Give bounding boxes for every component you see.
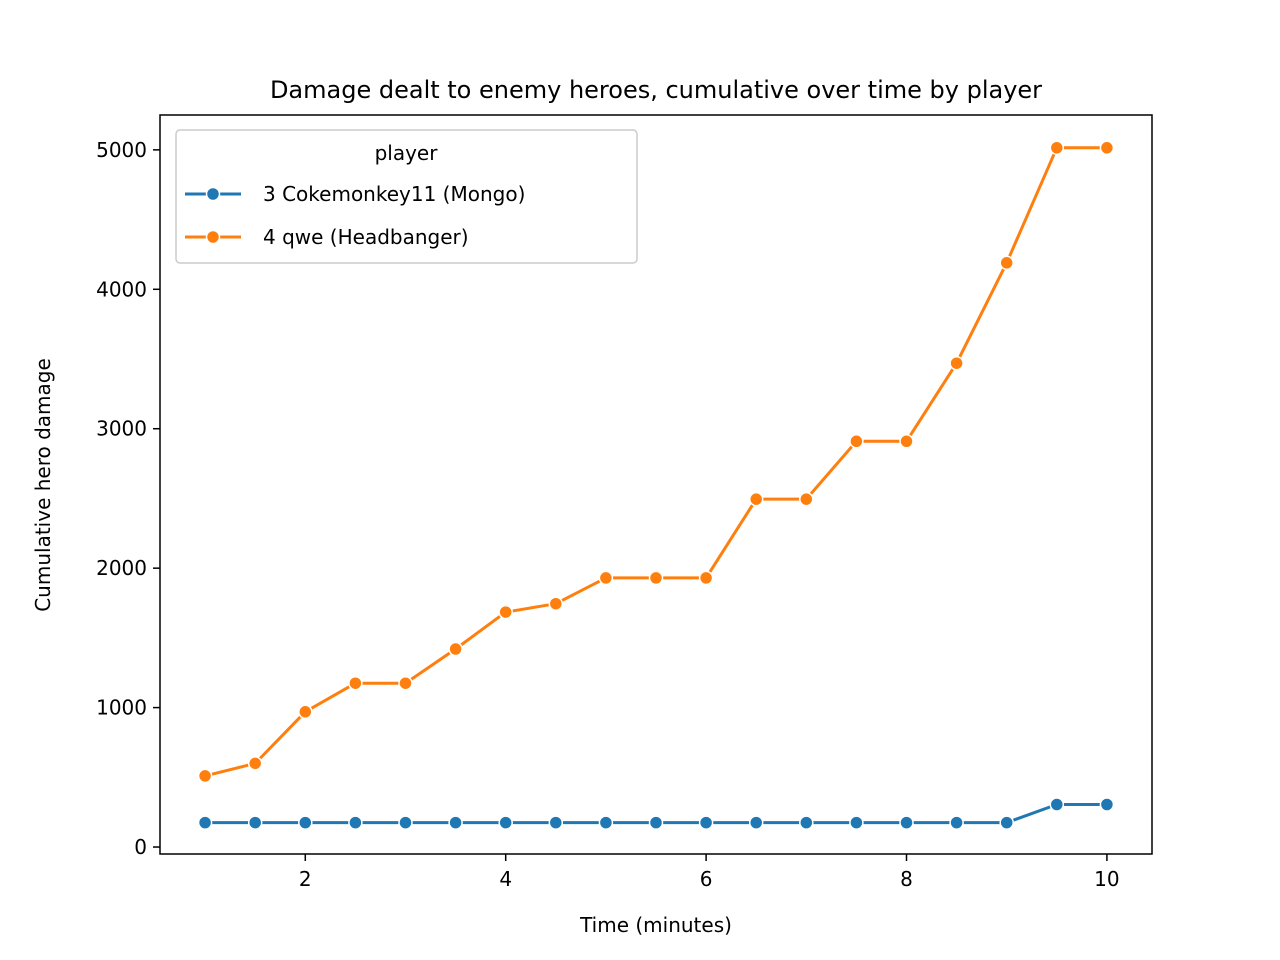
x-tick-label: 8 xyxy=(900,867,913,891)
data-point xyxy=(548,815,564,830)
series-layer xyxy=(197,140,1115,830)
x-tick-label: 4 xyxy=(499,867,512,891)
data-point xyxy=(849,434,864,449)
data-point xyxy=(999,815,1014,830)
x-tick-label: 10 xyxy=(1094,867,1119,891)
data-point xyxy=(498,604,513,620)
data-point xyxy=(799,815,814,830)
legend-label: 4 qwe (Headbanger) xyxy=(263,225,469,249)
data-point xyxy=(648,815,664,830)
data-point xyxy=(348,815,363,830)
data-point xyxy=(398,815,413,830)
data-point xyxy=(1049,140,1065,156)
y-tick-label: 5000 xyxy=(96,138,147,162)
data-point xyxy=(247,815,263,830)
x-axis: 2 4 6 8 10 xyxy=(299,854,1120,891)
data-point xyxy=(548,596,564,611)
y-tick-label: 1000 xyxy=(96,696,147,720)
series-2 xyxy=(197,140,1115,784)
data-point xyxy=(748,815,764,830)
data-point xyxy=(748,491,764,507)
data-point xyxy=(949,815,964,830)
y-tick-label: 0 xyxy=(134,835,147,859)
data-point xyxy=(1049,797,1065,812)
data-point xyxy=(949,355,964,371)
data-point xyxy=(398,675,413,691)
data-point xyxy=(197,768,213,784)
x-tick-label: 2 xyxy=(299,867,312,891)
data-point xyxy=(799,491,814,507)
legend-marker xyxy=(205,186,221,202)
plot-area xyxy=(159,114,1153,855)
series-1 xyxy=(197,797,1115,830)
y-tick-label: 4000 xyxy=(96,277,147,301)
data-point xyxy=(247,756,263,771)
y-axis-label: Cumulative hero damage xyxy=(31,358,55,612)
data-point xyxy=(598,815,614,830)
data-point xyxy=(298,815,313,830)
data-point xyxy=(899,434,914,449)
data-point xyxy=(197,815,213,830)
data-point xyxy=(448,641,463,657)
data-point xyxy=(849,815,864,830)
data-point xyxy=(698,570,714,586)
legend: player 3 Cokemonkey11 (Mongo) 4 qwe (Head… xyxy=(175,129,638,264)
data-point xyxy=(648,570,664,586)
data-point xyxy=(298,704,313,720)
data-point xyxy=(1099,140,1115,156)
data-point xyxy=(448,815,463,830)
data-point xyxy=(1099,797,1115,812)
y-tick-label: 3000 xyxy=(96,417,147,441)
x-tick-label: 6 xyxy=(700,867,713,891)
y-tick-label: 2000 xyxy=(96,556,147,580)
data-point xyxy=(899,815,914,830)
legend-box xyxy=(175,129,638,264)
legend-title: player xyxy=(375,141,439,165)
data-point xyxy=(598,570,614,586)
chart-title: Damage dealt to enemy heroes, cumulative… xyxy=(270,76,1042,104)
data-point xyxy=(999,255,1014,271)
legend-label: 3 Cokemonkey11 (Mongo) xyxy=(263,182,525,206)
y-axis: 0 1000 2000 3000 4000 5000 xyxy=(96,138,160,859)
legend-marker xyxy=(205,229,221,245)
data-point xyxy=(698,815,714,830)
x-axis-label: Time (minutes) xyxy=(579,913,732,937)
data-point xyxy=(348,675,363,691)
data-point xyxy=(498,815,513,830)
